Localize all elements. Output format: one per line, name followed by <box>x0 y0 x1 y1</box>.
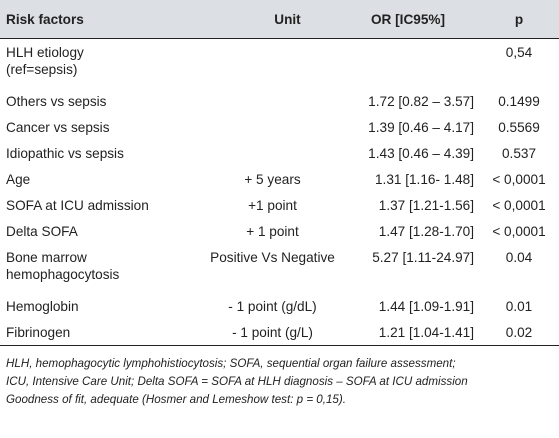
p-cell: < 0,0001 <box>492 171 546 187</box>
unit-cell: - 1 point (g/dL) <box>228 298 317 314</box>
table-row: HLH etiology (ref=sepsis) 0,54 <box>0 39 559 89</box>
or-cell <box>340 39 479 89</box>
or-cell: 1.44 [1.09-1.91] <box>378 298 474 314</box>
p-cell: 0.5569 <box>498 119 540 135</box>
unit-cell <box>205 140 340 166</box>
table-row: Fibrinogen - 1 point (g/L) 1.21 [1.04-1.… <box>0 319 559 346</box>
unit-cell: - 1 point (g/L) <box>205 319 340 346</box>
risk-factor-cell: Cancer vs sepsis <box>6 119 110 135</box>
or-cell: 1.21 [1.04-1.41] <box>340 319 479 346</box>
p-cell: 0.04 <box>505 250 533 265</box>
table-row: Bone marrow hemophagocytosis Positive Vs… <box>0 244 559 293</box>
table-row: Age + 5 years 1.31 [1.16- 1.48] < 0,0001 <box>0 166 559 192</box>
table-row: SOFA at ICU admission +1 point 1.37 [1.2… <box>0 192 559 218</box>
footnote-line: HLH, hemophagocytic lymphohistiocytosis;… <box>6 357 456 370</box>
p-cell: < 0,0001 <box>492 223 546 239</box>
unit-cell <box>205 114 340 140</box>
risk-factor-cell: SOFA at ICU admission <box>6 197 149 213</box>
unit-cell: Positive Vs Negative <box>210 250 335 265</box>
p-cell: 0.01 <box>505 298 533 314</box>
risk-factor-cell: Idiopathic vs sepsis <box>6 145 124 161</box>
unit-cell <box>205 88 340 114</box>
or-cell: 1.31 [1.16- 1.48] <box>374 171 474 187</box>
or-cell: 1.72 [0.82 – 3.57] <box>368 93 474 109</box>
or-cell: 1.47 [1.28-1.70] <box>378 223 474 239</box>
p-cell: 0,54 <box>505 45 533 60</box>
table-row: Others vs sepsis 1.72 [0.82 – 3.57] 0.14… <box>0 88 559 114</box>
header-row: Risk factors Unit OR [IC95%] p <box>0 0 559 39</box>
risk-factor-text: Bone marrow hemophagocytosis <box>6 250 120 282</box>
or-cell: 5.27 [1.11-24.97] <box>372 250 474 265</box>
table-footnotes: HLH, hemophagocytic lymphohistiocytosis;… <box>0 346 559 409</box>
table-row: Cancer vs sepsis 1.39 [0.46 – 4.17] 0.55… <box>0 114 559 140</box>
risk-factor-cell: Hemoglobin <box>6 298 79 314</box>
risk-factor-cell: Fibrinogen <box>0 319 205 346</box>
risk-factor-text: HLH etiology (ref=sepsis) <box>6 45 84 77</box>
or-cell: 1.37 [1.21-1.56] <box>378 197 474 213</box>
footnote-line: ICU, Intensive Care Unit; Delta SOFA = S… <box>6 375 468 388</box>
risk-factor-cell: Others vs sepsis <box>6 93 107 109</box>
header-p: p <box>479 0 559 39</box>
unit-cell: + 5 years <box>244 171 301 187</box>
table-row: Idiopathic vs sepsis 1.43 [0.46 – 4.39] … <box>0 140 559 166</box>
unit-cell <box>205 39 340 89</box>
p-cell: 0.02 <box>479 319 559 346</box>
risk-factor-cell: Bone marrow hemophagocytosis <box>0 244 205 293</box>
unit-cell: + 1 point <box>246 223 299 239</box>
footnote-line: Goodness of fit, adequate (Hosmer and Le… <box>6 393 346 406</box>
header-or: OR [IC95%] <box>340 0 479 39</box>
unit-cell: +1 point <box>248 197 297 213</box>
p-cell: 0.537 <box>501 145 537 161</box>
p-cell: < 0,0001 <box>492 197 546 213</box>
table-row: Hemoglobin - 1 point (g/dL) 1.44 [1.09-1… <box>0 293 559 319</box>
p-cell: 0.1499 <box>498 93 540 109</box>
header-risk-factors: Risk factors <box>0 0 205 39</box>
or-cell: 1.43 [0.46 – 4.39] <box>368 145 474 161</box>
header-unit: Unit <box>205 0 340 39</box>
table-row: Delta SOFA + 1 point 1.47 [1.28-1.70] < … <box>0 218 559 244</box>
risk-factor-cell: Age <box>6 171 31 187</box>
risk-factors-table: Risk factors Unit OR [IC95%] p HLH etiol… <box>0 0 559 346</box>
risk-factor-cell: HLH etiology (ref=sepsis) <box>0 39 205 89</box>
or-cell: 1.39 [0.46 – 4.17] <box>368 119 474 135</box>
risk-factor-cell: Delta SOFA <box>6 223 78 239</box>
